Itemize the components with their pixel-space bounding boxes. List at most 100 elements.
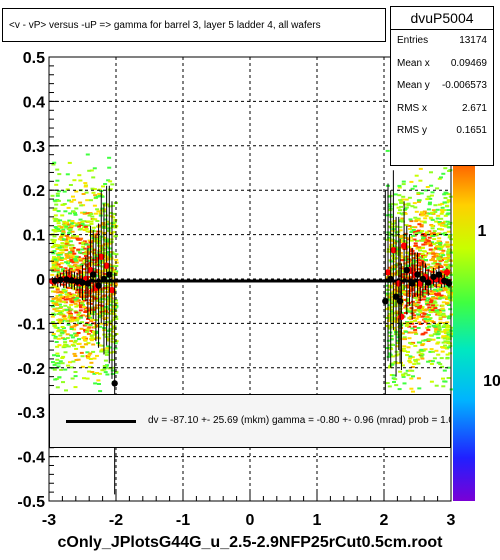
density-cell — [440, 304, 445, 307]
density-cell — [443, 283, 448, 285]
density-cell — [409, 226, 414, 229]
density-cell — [53, 230, 58, 233]
density-cell — [426, 340, 431, 342]
density-cell — [447, 315, 452, 318]
density-cell — [444, 260, 449, 263]
density-cell — [78, 179, 83, 182]
density-cell — [428, 216, 433, 219]
density-cell — [97, 237, 102, 240]
density-cell — [441, 341, 446, 344]
density-cell — [67, 199, 71, 202]
density-cell — [399, 239, 404, 242]
density-cell — [96, 210, 101, 213]
density-cell — [397, 194, 402, 197]
density-cell — [424, 189, 429, 192]
y-tick-label: 0.2 — [23, 183, 45, 200]
density-cell — [82, 305, 86, 308]
density-cell — [65, 262, 70, 265]
density-cell — [438, 260, 443, 263]
density-cell — [387, 344, 392, 347]
density-cell — [425, 198, 430, 201]
density-cell — [409, 231, 414, 234]
density-cell — [72, 252, 77, 255]
density-cell — [51, 265, 56, 268]
density-cell — [67, 219, 72, 222]
density-cell — [428, 301, 433, 304]
density-cell — [67, 292, 72, 295]
density-cell — [389, 318, 394, 321]
density-cell — [417, 341, 422, 344]
stats-label: RMS y — [397, 125, 427, 136]
density-cell — [66, 244, 71, 247]
density-cell — [395, 273, 400, 276]
density-cell — [393, 241, 398, 244]
density-cell — [69, 260, 74, 263]
density-cell — [66, 269, 70, 272]
density-cell — [402, 382, 407, 385]
density-cell — [97, 270, 102, 272]
density-cell — [435, 342, 440, 345]
density-cell — [399, 219, 404, 222]
density-cell — [71, 298, 76, 301]
density-cell — [437, 290, 442, 293]
density-cell — [427, 286, 432, 288]
density-cell — [106, 345, 110, 348]
density-cell — [86, 342, 91, 345]
density-cell — [95, 230, 100, 233]
density-cell — [72, 257, 77, 259]
density-cell — [103, 308, 108, 311]
density-cell — [397, 184, 402, 187]
density-cell — [113, 282, 118, 285]
density-cell — [114, 258, 119, 261]
density-cell — [81, 294, 86, 297]
density-cell — [68, 184, 73, 186]
density-cell — [89, 234, 94, 237]
density-cell — [389, 310, 394, 313]
density-cell — [416, 219, 421, 222]
density-cell — [68, 229, 73, 232]
red-point — [398, 313, 405, 320]
density-cell — [105, 245, 110, 248]
density-cell — [426, 208, 431, 211]
density-cell — [97, 195, 102, 197]
density-cell — [99, 307, 104, 309]
density-cell — [97, 316, 102, 319]
density-cell — [401, 374, 406, 377]
density-cell — [64, 293, 69, 296]
density-cell — [73, 287, 78, 290]
density-cell — [104, 353, 109, 356]
density-cell — [434, 290, 439, 292]
density-cell — [60, 268, 65, 271]
density-cell — [87, 365, 92, 368]
density-cell — [436, 341, 441, 344]
density-cell — [82, 268, 87, 271]
density-cell — [77, 342, 82, 345]
density-cell — [387, 385, 392, 388]
density-cell — [390, 274, 395, 277]
density-cell — [445, 266, 450, 269]
density-cell — [63, 317, 68, 320]
density-cell — [409, 272, 414, 274]
density-cell — [94, 269, 99, 272]
density-cell — [426, 263, 431, 266]
black-point — [435, 271, 443, 278]
density-cell — [437, 295, 442, 298]
density-cell — [87, 239, 92, 242]
density-cell — [83, 182, 88, 185]
density-cell — [434, 323, 439, 326]
density-cell — [76, 304, 81, 307]
density-cell — [445, 276, 450, 279]
density-cell — [406, 350, 410, 353]
density-cell — [62, 203, 67, 205]
density-cell — [396, 353, 401, 356]
density-cell — [445, 298, 449, 300]
density-cell — [84, 227, 89, 230]
density-cell — [51, 290, 56, 293]
density-cell — [102, 365, 107, 367]
density-cell — [430, 241, 435, 244]
density-cell — [413, 319, 417, 322]
density-cell — [94, 304, 99, 307]
density-cell — [73, 213, 78, 216]
density-cell — [102, 223, 107, 226]
density-cell — [416, 301, 421, 304]
